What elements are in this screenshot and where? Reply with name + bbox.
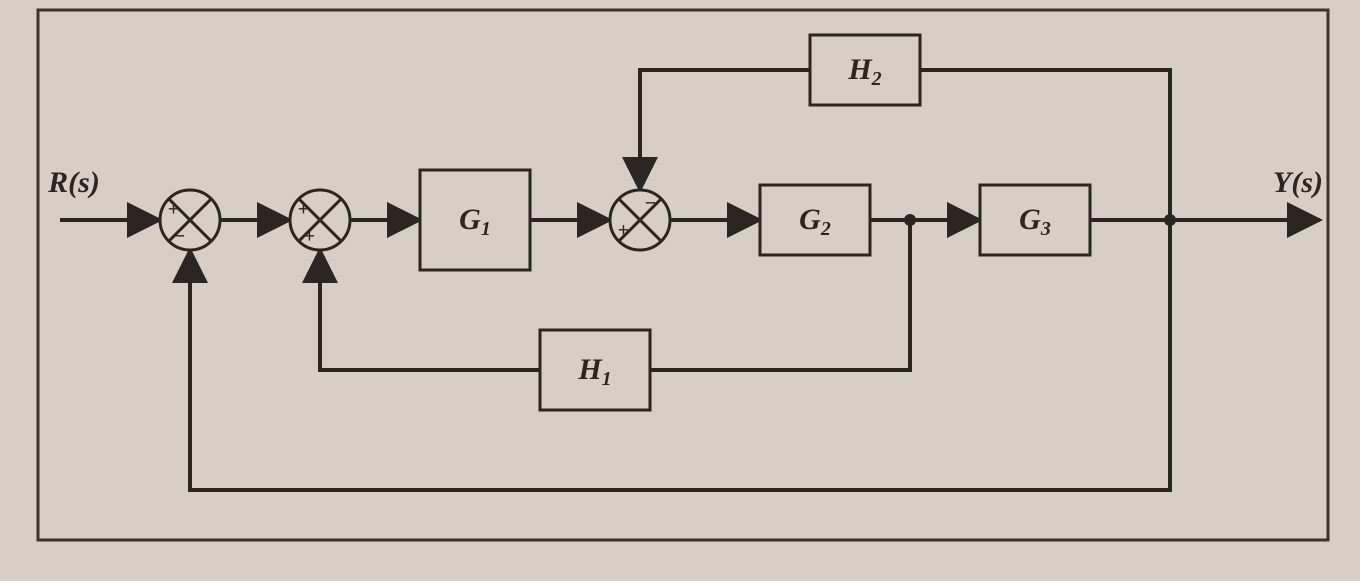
block-diagram: G1G2G3H2H1+−+++−R(s)Y(s) — [0, 0, 1360, 581]
summer-sign: − — [174, 226, 185, 248]
input-label: R(s) — [47, 166, 100, 199]
output-label: Y(s) — [1273, 166, 1323, 199]
summer-sign: + — [168, 199, 179, 221]
background — [0, 0, 1360, 581]
pickoff-P1 — [904, 214, 916, 226]
summer-sign: + — [298, 199, 309, 221]
summer-sign: + — [618, 220, 629, 242]
pickoff-P2 — [1164, 214, 1176, 226]
summer-sign: − — [645, 193, 656, 215]
summer-sign: + — [304, 226, 315, 248]
